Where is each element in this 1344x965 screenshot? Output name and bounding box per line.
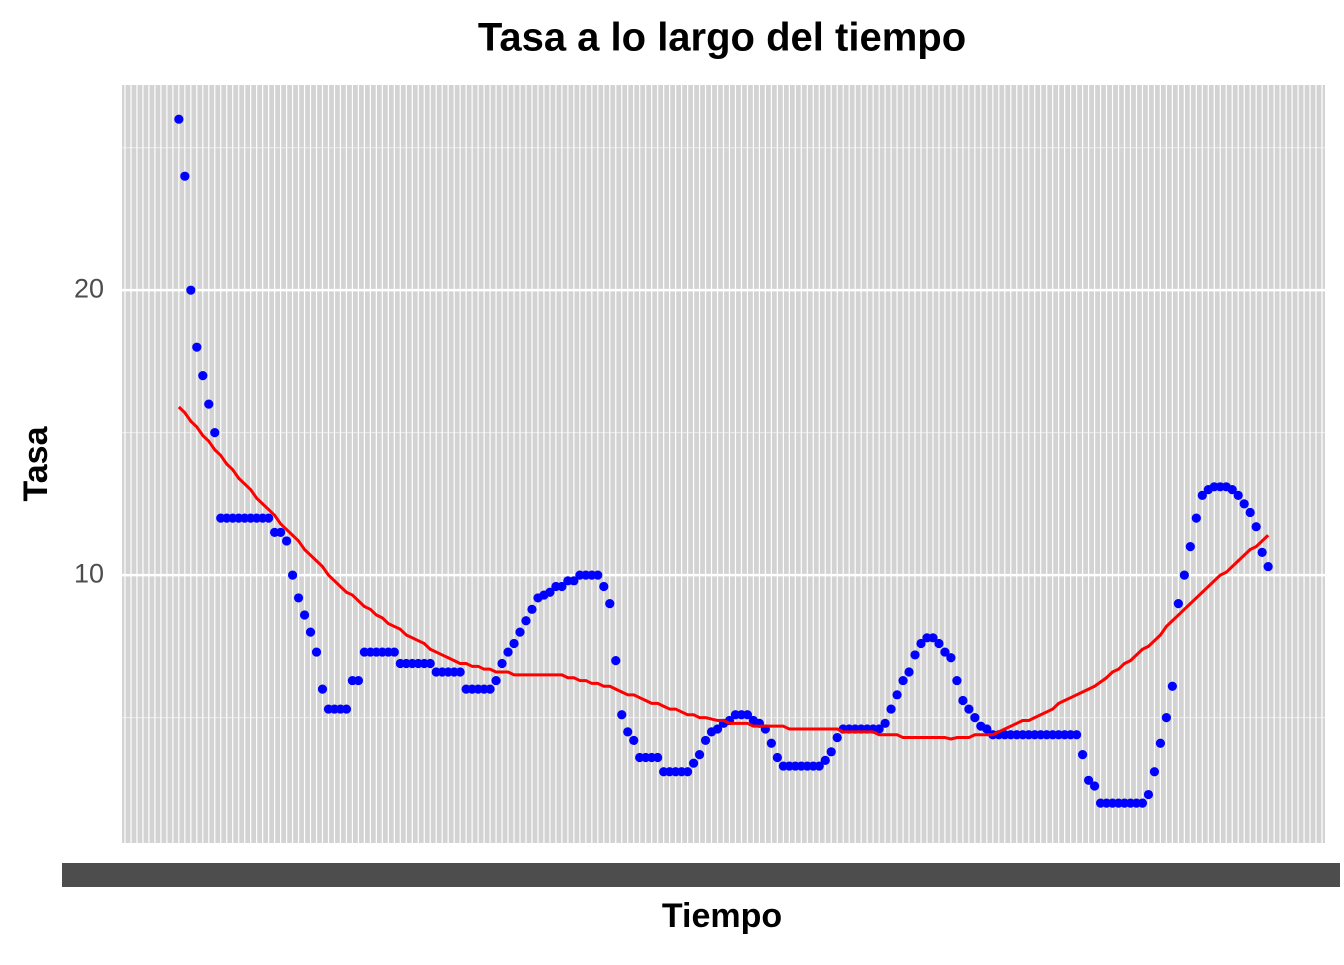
point — [916, 638, 926, 649]
point — [1149, 767, 1160, 777]
point — [814, 761, 824, 771]
point — [653, 752, 663, 763]
point — [515, 627, 525, 637]
point — [180, 171, 190, 181]
point — [299, 610, 310, 620]
point — [892, 690, 902, 700]
point — [425, 658, 435, 669]
point — [742, 710, 753, 720]
y-tick-label: 10 — [74, 558, 104, 588]
point — [186, 285, 196, 295]
point — [1263, 561, 1273, 572]
point — [772, 752, 782, 763]
point — [491, 675, 501, 686]
point — [832, 732, 842, 743]
point — [898, 675, 908, 686]
x-tick-labels-overlap — [62, 863, 1340, 887]
point — [1078, 750, 1088, 760]
point — [1233, 490, 1243, 500]
point — [886, 704, 896, 714]
point — [264, 513, 274, 523]
point — [688, 758, 699, 768]
point — [503, 647, 513, 657]
point — [293, 593, 304, 603]
point — [694, 750, 705, 760]
point — [1167, 681, 1177, 691]
point — [1239, 499, 1249, 509]
point — [281, 536, 292, 546]
point — [1179, 570, 1189, 580]
point — [766, 738, 776, 748]
point — [1191, 513, 1201, 523]
point — [623, 727, 633, 737]
point — [545, 587, 555, 597]
point — [1137, 798, 1148, 808]
point — [305, 627, 316, 637]
point — [317, 684, 328, 694]
point — [1161, 713, 1171, 723]
point — [557, 581, 567, 592]
point — [174, 114, 184, 124]
point — [880, 718, 890, 728]
point — [509, 638, 519, 649]
point — [874, 724, 884, 734]
point — [521, 616, 531, 626]
point — [611, 656, 621, 666]
point — [1143, 789, 1154, 800]
point — [1155, 738, 1166, 748]
point — [1072, 730, 1082, 740]
point — [210, 428, 220, 438]
point — [605, 599, 615, 609]
point — [904, 667, 914, 677]
point — [1251, 522, 1261, 532]
point — [1257, 547, 1267, 557]
point — [928, 633, 938, 643]
trend-line — [177, 405, 1270, 741]
point — [593, 570, 603, 580]
point — [455, 667, 465, 677]
point — [970, 713, 980, 723]
point — [1227, 485, 1237, 495]
point — [617, 710, 627, 720]
point — [1197, 490, 1207, 500]
point — [485, 684, 495, 694]
point — [820, 755, 830, 765]
point — [910, 650, 920, 660]
point — [311, 647, 322, 657]
point — [1245, 507, 1255, 518]
point — [389, 647, 399, 657]
point — [569, 576, 579, 586]
point — [826, 747, 836, 757]
point — [682, 767, 693, 777]
point — [1185, 542, 1195, 552]
chart-title: Tasa a lo largo del tiempo — [478, 16, 966, 60]
point — [1083, 775, 1094, 785]
point — [952, 675, 962, 686]
point — [527, 604, 537, 614]
point — [276, 527, 286, 537]
point — [204, 399, 214, 409]
point — [934, 638, 944, 649]
point — [958, 695, 968, 706]
point — [712, 724, 723, 734]
y-axis-label: Tasa — [17, 425, 55, 501]
point — [353, 675, 364, 686]
y-tick-label: 20 — [74, 273, 104, 303]
point — [341, 704, 352, 714]
point — [1173, 599, 1183, 609]
point — [497, 658, 507, 669]
point — [964, 704, 974, 714]
x-axis-label: Tiempo — [662, 897, 782, 935]
point — [940, 647, 950, 657]
point — [198, 371, 208, 381]
point — [287, 570, 298, 580]
point — [700, 735, 711, 746]
point — [629, 735, 639, 746]
point — [1089, 781, 1100, 791]
point — [946, 653, 956, 663]
point — [192, 342, 202, 352]
point — [982, 724, 992, 734]
point — [599, 581, 609, 592]
